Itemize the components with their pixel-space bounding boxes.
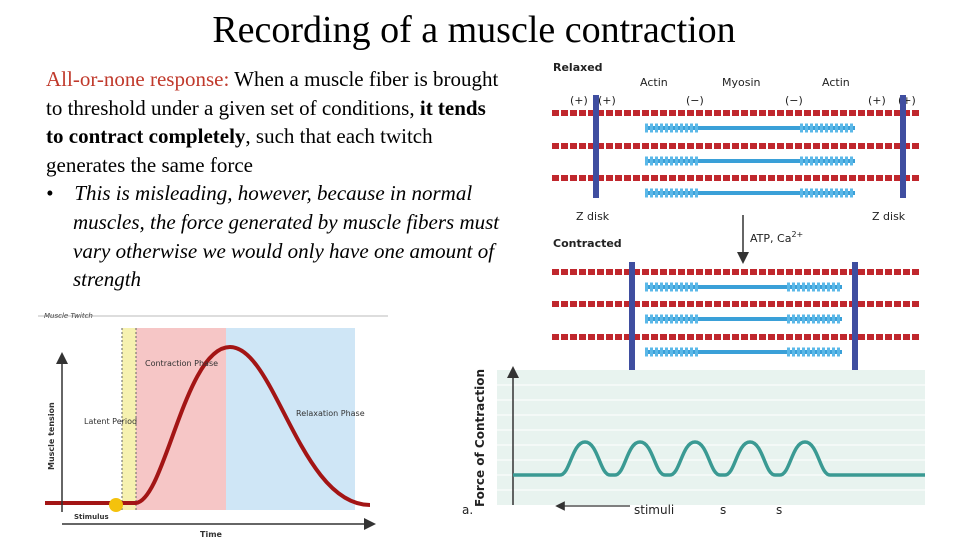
contracted-label: Contracted: [553, 237, 622, 250]
definition: When a muscle fiber is brought to thresh…: [46, 67, 499, 120]
stimulus-mark: s: [776, 503, 782, 517]
z-disk: [900, 95, 906, 198]
emphasis: it tends to contract completely: [46, 95, 486, 149]
contracted-sarcomere: [552, 262, 920, 370]
relaxed-sarcomere: [552, 95, 920, 198]
body-text: All-or-none response: When a muscle fibe…: [46, 65, 508, 294]
relaxation-label: Relaxation Phase: [296, 409, 365, 418]
twitch-curve: [45, 344, 371, 507]
definition-end: , such that each twitch generates the sa…: [46, 124, 433, 177]
latent-label: Latent Period: [84, 417, 137, 426]
force-figure: Force of Contraction stimuli s s a.: [462, 366, 925, 517]
actin-label: Actin: [822, 76, 850, 89]
x-label: Time: [200, 530, 223, 539]
myosin-label: Myosin: [722, 76, 761, 89]
z-disk: [629, 262, 635, 370]
trigger-sup: 2+: [791, 230, 803, 239]
stimulus-label: Stimulus: [74, 513, 109, 521]
panel-label: a.: [462, 503, 473, 517]
twitch-figure: Muscle Twitch Muscle tension Time Stimul…: [38, 312, 388, 539]
latent-band: [122, 328, 136, 510]
trigger: ATP, Ca: [750, 232, 791, 245]
trigger-label: ATP, Ca2+: [750, 230, 803, 245]
charge: (+): [598, 94, 616, 107]
z-disk-label: Z disk: [576, 210, 610, 223]
charge: (+): [868, 94, 886, 107]
stimulus-mark: s: [720, 503, 726, 517]
contraction-label: Contraction Phase: [145, 359, 218, 368]
bullet-text: This is misleading, however, because in …: [73, 181, 500, 292]
y-label: Muscle tension: [47, 402, 56, 470]
charge: (−): [785, 94, 803, 107]
relaxation-band: [226, 328, 355, 510]
term: All-or-none response:: [46, 67, 230, 91]
twitch-title: Muscle Twitch: [44, 312, 93, 320]
z-disk: [852, 262, 858, 370]
slide-title: Recording of a muscle contraction: [212, 9, 736, 51]
z-disk-label: Z disk: [872, 210, 906, 223]
actin-label: Actin: [640, 76, 668, 89]
stimuli-label: stimuli: [634, 503, 674, 517]
force-panel: [497, 370, 925, 505]
sarcomere-figure: Relaxed Actin Myosin Actin (+) (+) (−) (…: [552, 61, 920, 370]
force-curve: [513, 440, 925, 477]
z-disk: [593, 95, 599, 198]
force-y-label: Force of Contraction: [473, 369, 487, 507]
charge: (−): [686, 94, 704, 107]
relaxed-label: Relaxed: [553, 61, 603, 74]
charge: (+): [570, 94, 588, 107]
bullet: • This is misleading, however, because i…: [46, 181, 500, 292]
stimulus-burst: [109, 498, 123, 512]
